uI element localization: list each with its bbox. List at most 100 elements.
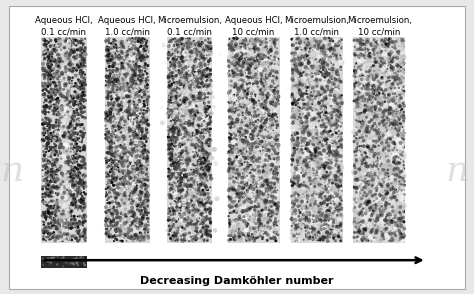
- Point: [322, 66, 330, 71]
- Point: [50, 75, 58, 80]
- Point: [316, 144, 324, 149]
- Point: [318, 148, 326, 153]
- Point: [255, 224, 262, 229]
- Bar: [291, 37, 343, 243]
- Point: [173, 39, 181, 44]
- Point: [264, 162, 271, 166]
- Point: [316, 45, 323, 50]
- Point: [42, 82, 49, 86]
- Point: [236, 130, 244, 134]
- Point: [183, 128, 191, 133]
- Point: [103, 161, 110, 166]
- Point: [226, 221, 234, 226]
- Point: [136, 218, 144, 222]
- Point: [317, 50, 325, 55]
- Point: [59, 179, 67, 184]
- Point: [50, 102, 57, 107]
- Point: [313, 103, 320, 108]
- Point: [82, 238, 89, 243]
- Point: [182, 103, 190, 108]
- Point: [186, 112, 194, 116]
- Point: [396, 104, 403, 108]
- Point: [302, 53, 310, 58]
- Point: [365, 196, 372, 201]
- Point: [123, 147, 131, 152]
- Point: [142, 183, 150, 187]
- Point: [298, 171, 305, 175]
- Point: [246, 207, 254, 212]
- Point: [368, 236, 376, 241]
- Point: [228, 75, 235, 79]
- Point: [327, 60, 335, 65]
- Point: [133, 47, 141, 52]
- Point: [136, 72, 143, 77]
- Point: [309, 53, 316, 57]
- Point: [82, 131, 89, 135]
- Point: [248, 68, 255, 72]
- Point: [69, 123, 76, 128]
- Point: [336, 167, 343, 172]
- Point: [306, 233, 314, 238]
- Point: [134, 131, 142, 136]
- Point: [125, 187, 133, 192]
- Point: [184, 187, 191, 192]
- Point: [131, 168, 138, 173]
- Point: [227, 88, 235, 93]
- Point: [233, 202, 241, 207]
- Point: [258, 162, 265, 167]
- Point: [136, 205, 144, 210]
- Point: [238, 116, 246, 120]
- Point: [375, 175, 383, 180]
- Point: [166, 176, 173, 181]
- Point: [360, 78, 368, 83]
- Point: [46, 215, 54, 219]
- Point: [118, 216, 125, 221]
- Point: [292, 51, 299, 55]
- Point: [238, 63, 246, 67]
- Point: [207, 208, 215, 213]
- Point: [46, 179, 54, 184]
- Point: [176, 62, 184, 67]
- Point: [194, 82, 201, 86]
- Point: [105, 230, 112, 235]
- Point: [199, 234, 206, 239]
- Point: [325, 72, 332, 77]
- Point: [272, 238, 280, 243]
- Point: [127, 73, 135, 78]
- Point: [374, 191, 382, 196]
- Point: [129, 79, 137, 83]
- Point: [300, 129, 307, 134]
- Point: [127, 178, 134, 183]
- Point: [244, 60, 251, 65]
- Point: [178, 182, 186, 187]
- Point: [172, 157, 180, 162]
- Point: [51, 159, 59, 164]
- Point: [325, 182, 332, 187]
- Point: [64, 137, 72, 142]
- Point: [397, 122, 404, 126]
- Point: [226, 36, 233, 41]
- Point: [397, 141, 404, 145]
- Point: [352, 177, 360, 182]
- Point: [256, 128, 264, 133]
- Point: [248, 173, 256, 178]
- Point: [236, 134, 243, 139]
- Point: [381, 52, 388, 57]
- Point: [265, 191, 273, 195]
- Point: [115, 163, 123, 167]
- Point: [123, 220, 131, 224]
- Point: [63, 230, 71, 234]
- Point: [45, 170, 52, 174]
- Point: [62, 96, 70, 100]
- Point: [63, 49, 70, 54]
- Point: [273, 146, 281, 150]
- Point: [123, 179, 130, 183]
- Point: [246, 121, 254, 125]
- Point: [292, 226, 299, 231]
- Point: [132, 225, 139, 230]
- Point: [384, 225, 392, 229]
- Point: [127, 144, 134, 148]
- Point: [127, 91, 134, 96]
- Point: [323, 44, 331, 48]
- Point: [125, 188, 133, 193]
